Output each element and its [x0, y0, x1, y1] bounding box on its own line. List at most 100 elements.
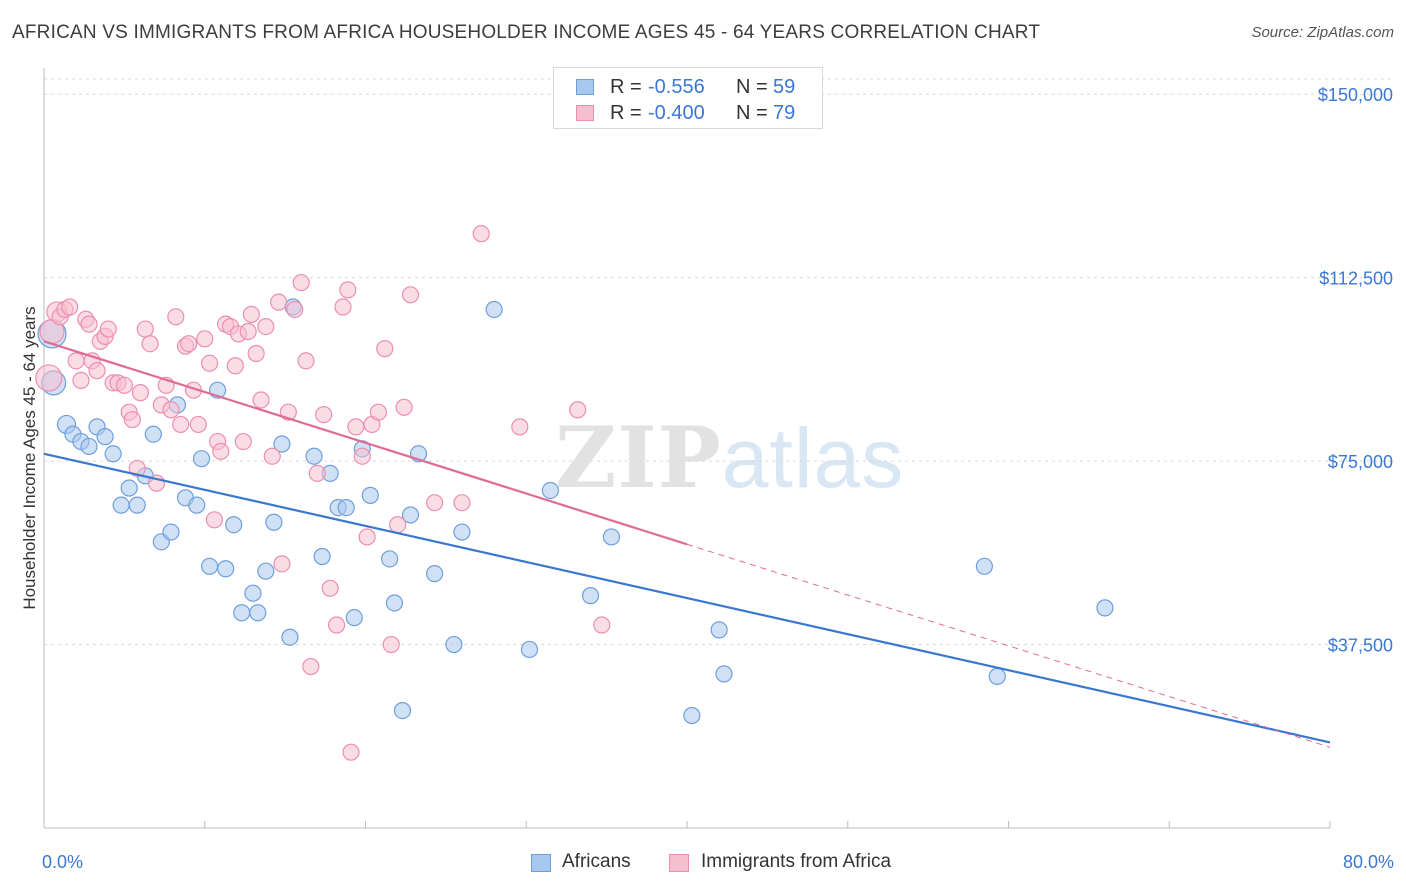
point-africans	[313, 547, 331, 566]
point-africans	[200, 557, 219, 575]
point-africans	[381, 550, 399, 568]
watermark: ZIPatlas	[555, 408, 904, 507]
point-immigrants	[569, 401, 587, 419]
point-africans	[602, 528, 621, 546]
legend-swatch-immigrants	[669, 854, 689, 872]
point-africans	[385, 594, 404, 612]
point-africans	[233, 604, 251, 622]
stats-swatch-africans	[576, 79, 594, 95]
point-immigrants	[167, 308, 185, 326]
watermark-atlas: atlas	[721, 411, 905, 505]
point-immigrants	[382, 635, 400, 654]
point-africans	[426, 565, 444, 583]
point-africans	[520, 640, 539, 659]
point-africans	[192, 450, 211, 468]
point-immigrants	[242, 305, 260, 323]
point-immigrants	[286, 300, 304, 319]
point-immigrants	[292, 273, 310, 292]
point-immigrants	[180, 335, 198, 353]
point-africans	[104, 445, 122, 463]
stats-n-value-africans: 59	[773, 76, 796, 98]
point-africans	[273, 435, 291, 453]
point-immigrants	[67, 352, 85, 370]
point-africans	[988, 667, 1006, 685]
point-immigrants	[172, 415, 190, 434]
point-immigrants	[315, 406, 333, 424]
legend-swatch-africans	[531, 854, 551, 872]
point-immigrants	[141, 335, 159, 353]
legend-label-africans: Africans	[562, 851, 631, 872]
point-africans	[453, 523, 471, 541]
point-africans	[401, 506, 420, 524]
point-immigrants	[593, 616, 611, 634]
point-immigrants	[136, 320, 154, 338]
point-africans	[144, 425, 162, 443]
point-africans	[445, 635, 463, 654]
x-tick-label-max: 80.0%	[1342, 852, 1394, 872]
point-africans	[225, 516, 243, 534]
point-immigrants	[270, 293, 288, 311]
stats-n-value-immigrants: 79	[773, 102, 796, 124]
point-africans	[249, 604, 267, 622]
point-africans	[244, 584, 262, 602]
point-africans	[80, 437, 98, 456]
point-africans	[337, 498, 355, 517]
point-immigrants	[88, 362, 106, 380]
watermark-zip: ZIP	[555, 408, 722, 507]
point-africans	[162, 523, 180, 541]
point-immigrants	[239, 322, 257, 341]
point-immigrants	[247, 344, 265, 363]
point-immigrants	[327, 616, 346, 634]
legend-label-immigrants: Immigrants from Africa	[701, 851, 892, 872]
point-africans	[715, 665, 733, 683]
point-africans	[217, 560, 235, 578]
stats-n-label-immigrants: N =	[736, 102, 768, 124]
stats-r-value-immigrants: -0.400	[648, 102, 705, 124]
point-immigrants	[263, 447, 281, 465]
point-immigrants	[189, 415, 207, 434]
stats-r-label-africans: R =	[610, 76, 642, 98]
point-immigrants	[334, 298, 352, 316]
point-immigrants	[339, 281, 357, 299]
point-immigrants	[205, 511, 223, 529]
point-africans	[975, 557, 993, 575]
point-immigrants	[453, 494, 471, 512]
point-immigrants	[162, 401, 180, 419]
point-africans	[1096, 599, 1114, 617]
point-africans	[281, 628, 299, 646]
point-africans	[581, 587, 600, 605]
y-tick-label: $112,500	[1319, 269, 1393, 289]
point-immigrants	[358, 528, 376, 546]
point-immigrants	[61, 298, 79, 316]
point-immigrants	[353, 447, 371, 465]
point-immigrants	[35, 364, 63, 392]
chart-title: AFRICAN VS IMMIGRANTS FROM AFRICA HOUSEH…	[12, 22, 1041, 43]
trendline-africans	[43, 452, 1331, 744]
point-immigrants	[472, 225, 490, 243]
point-immigrants	[226, 357, 244, 375]
point-immigrants	[212, 442, 230, 460]
point-immigrants	[426, 494, 444, 512]
point-immigrants	[234, 432, 252, 451]
point-africans	[128, 496, 146, 514]
point-immigrants	[321, 579, 339, 597]
point-immigrants	[196, 330, 214, 348]
stats-swatch-immigrants	[576, 105, 594, 121]
point-immigrants	[369, 403, 387, 421]
point-immigrants	[302, 657, 320, 676]
point-africans	[257, 562, 275, 580]
point-immigrants	[376, 340, 394, 358]
point-immigrants	[297, 352, 315, 370]
point-africans	[188, 496, 206, 514]
point-immigrants	[347, 418, 365, 436]
point-immigrants	[200, 354, 219, 372]
point-africans	[710, 621, 728, 639]
point-immigrants	[401, 286, 420, 304]
point-immigrants	[273, 555, 291, 573]
stats-r-label-immigrants: R =	[610, 102, 642, 124]
point-immigrants	[80, 315, 98, 333]
point-immigrants	[395, 398, 413, 416]
point-immigrants	[308, 464, 326, 482]
source-credit: Source: ZipAtlas.com	[1251, 24, 1394, 41]
stats-r-value-africans: -0.556	[648, 76, 705, 98]
